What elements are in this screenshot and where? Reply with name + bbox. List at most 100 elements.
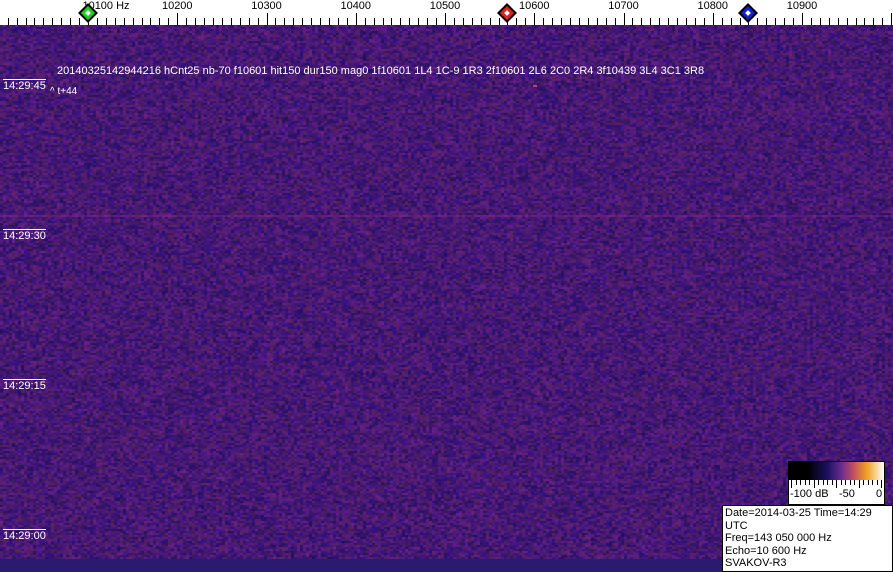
axis-tick — [856, 18, 857, 25]
axis-tick — [606, 18, 607, 25]
axis-tick — [61, 18, 62, 25]
axis-tick — [740, 18, 741, 25]
axis-tick — [329, 18, 330, 25]
axis-label: 10800 — [697, 0, 728, 12]
axis-tick — [267, 13, 268, 25]
axis-tick — [159, 18, 160, 25]
axis-tick — [177, 13, 178, 25]
axis-tick — [847, 18, 848, 25]
waterfall-display[interactable] — [0, 25, 893, 559]
axis-tick — [17, 18, 18, 25]
time-label: 14:29:45 — [3, 79, 46, 92]
axis-label: 10500 — [430, 0, 461, 12]
axis-tick — [463, 18, 464, 25]
scale-tick — [832, 480, 833, 485]
axis-tick — [722, 18, 723, 25]
axis-tick — [374, 18, 375, 25]
axis-tick — [624, 13, 625, 25]
axis-tick — [97, 18, 98, 25]
axis-tick — [552, 18, 553, 25]
scale-tick — [859, 480, 860, 488]
scale-label-max: 0 — [876, 488, 882, 500]
axis-tick — [713, 13, 714, 25]
axis-tick — [70, 18, 71, 25]
scale-tick — [841, 480, 842, 485]
axis-tick — [311, 18, 312, 25]
axis-tick — [338, 18, 339, 25]
axis-tick — [650, 18, 651, 25]
axis-tick — [347, 18, 348, 25]
axis-tick — [320, 18, 321, 25]
time-label: 14:29:30 — [3, 229, 46, 242]
axis-tick — [802, 13, 803, 25]
axis-tick — [79, 18, 80, 25]
axis-tick — [383, 18, 384, 25]
scale-tick — [868, 480, 869, 485]
scale-tick — [809, 480, 810, 485]
scale-tick — [827, 480, 828, 485]
axis-tick — [534, 13, 535, 25]
axis-tick — [784, 18, 785, 25]
meteor-echo-blip — [533, 85, 537, 87]
scale-tick — [836, 480, 837, 488]
axis-tick — [499, 18, 500, 25]
axis-tick — [26, 18, 27, 25]
axis-tick — [168, 18, 169, 25]
axis-tick — [106, 18, 107, 25]
scale-tick — [805, 480, 806, 485]
axis-tick — [766, 18, 767, 25]
axis-tick — [445, 13, 446, 25]
axis-tick — [400, 18, 401, 25]
axis-tick — [436, 18, 437, 25]
axis-tick — [222, 18, 223, 25]
axis-tick — [454, 18, 455, 25]
axis-tick — [695, 18, 696, 25]
scale-tick — [863, 480, 864, 485]
axis-tick — [873, 18, 874, 25]
axis-tick — [864, 18, 865, 25]
axis-tick — [150, 18, 151, 25]
axis-tick — [418, 18, 419, 25]
axis-tick — [391, 18, 392, 25]
axis-label: 10700 — [608, 0, 639, 12]
red-marker-icon[interactable] — [498, 3, 518, 23]
scale-tick — [791, 480, 792, 488]
info-date-time: Date=2014-03-25 Time=14:29 UTC — [725, 507, 892, 532]
axis-tick — [543, 18, 544, 25]
scale-label-mid: -50 — [839, 488, 855, 500]
scale-tick — [845, 480, 846, 485]
info-frequency: Freq=143 050 000 Hz — [725, 532, 892, 545]
axis-tick — [34, 18, 35, 25]
axis-label: 10600 — [519, 0, 550, 12]
axis-tick — [516, 18, 517, 25]
axis-tick — [731, 18, 732, 25]
axis-label: 10900 — [787, 0, 818, 12]
axis-tick — [249, 18, 250, 25]
axis-tick — [409, 18, 410, 25]
axis-tick — [52, 18, 53, 25]
axis-tick — [427, 18, 428, 25]
axis-tick — [365, 18, 366, 25]
axis-tick — [838, 18, 839, 25]
axis-tick — [704, 18, 705, 25]
frequency-axis[interactable]: 10100 Hz 10200 10300 10400 10500 10600 10700 10… — [0, 0, 893, 25]
axis-tick — [293, 18, 294, 25]
axis-tick — [882, 18, 883, 25]
axis-tick — [481, 18, 482, 25]
blue-marker-icon[interactable] — [739, 3, 759, 23]
info-echo: Echo=10 600 Hz — [725, 545, 892, 558]
axis-tick — [490, 18, 491, 25]
axis-tick — [186, 18, 187, 25]
scale-tick — [872, 480, 873, 485]
axis-tick — [258, 18, 259, 25]
axis-tick — [820, 18, 821, 25]
axis-tick — [757, 18, 758, 25]
axis-tick — [588, 18, 589, 25]
axis-tick — [43, 18, 44, 25]
axis-tick — [668, 18, 669, 25]
axis-label: 10200 — [162, 0, 193, 12]
axis-tick — [570, 18, 571, 25]
axis-label: 10400 — [340, 0, 371, 12]
axis-tick — [356, 13, 357, 25]
axis-tick — [793, 18, 794, 25]
